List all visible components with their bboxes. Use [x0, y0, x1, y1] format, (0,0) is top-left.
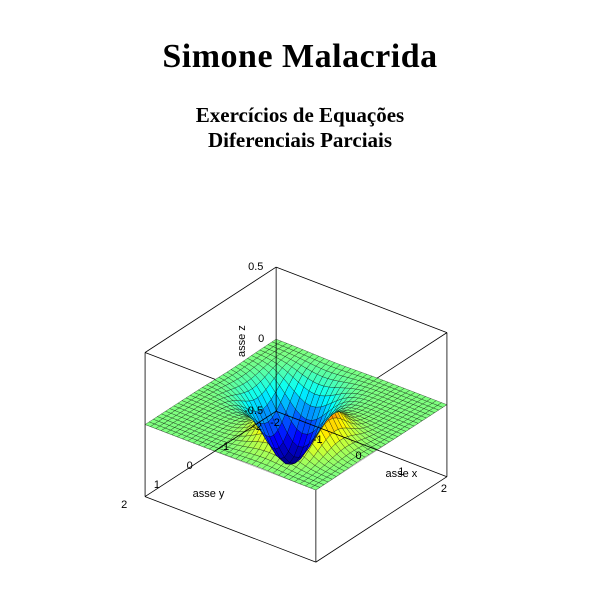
y-tick--1: -1: [219, 441, 229, 453]
x-axis-label: asse x: [386, 468, 418, 480]
author-name: Simone Malacrida: [0, 38, 600, 76]
y-tick-2: 2: [121, 499, 127, 511]
z-tick-0.5: 0.5: [248, 261, 263, 273]
x-tick--1: -1: [313, 434, 323, 446]
z-tick--0.5: -0.5: [244, 405, 263, 417]
x-tick-2: 2: [441, 483, 447, 495]
book-title: Exercícios de Equações Diferenciais Parc…: [0, 103, 600, 153]
surface-svg: [62, 245, 530, 565]
book-cover: Simone Malacrida Exercícios de Equações …: [0, 0, 600, 600]
x-tick-0: 0: [356, 450, 362, 462]
z-tick-0: 0: [258, 333, 264, 345]
y-tick-0: 0: [187, 460, 193, 472]
title-line-2: Diferenciais Parciais: [208, 128, 392, 152]
y-axis-label: asse y: [193, 488, 225, 500]
y-tick--2: -2: [252, 421, 262, 433]
z-axis-label: asse z: [236, 325, 248, 357]
y-tick-1: 1: [154, 479, 160, 491]
title-line-1: Exercícios de Equações: [196, 103, 404, 127]
x-tick--2: -2: [270, 417, 280, 429]
surface-plot-3d: [62, 245, 530, 565]
